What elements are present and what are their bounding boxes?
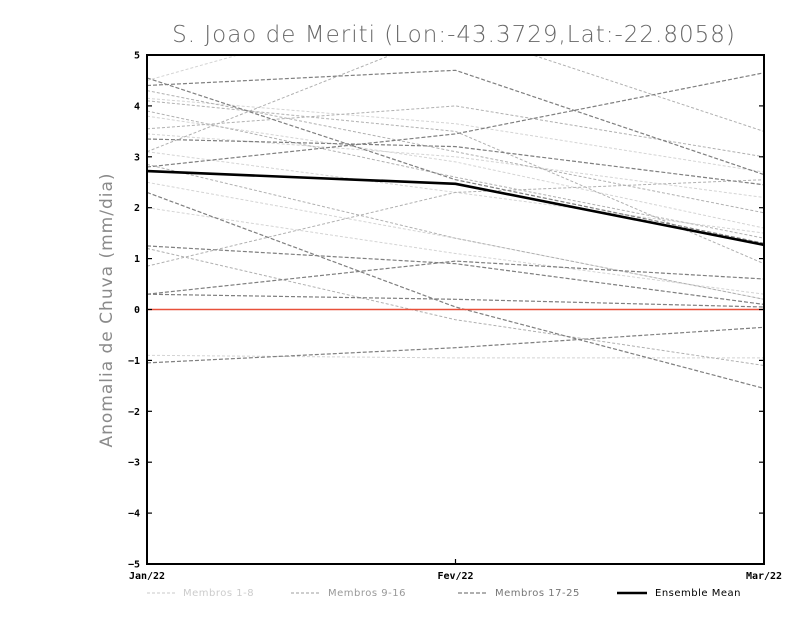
y-tick-label: 0 (134, 305, 140, 316)
x-tick-label: Mar/22 (746, 571, 782, 582)
member-line-23 (147, 326, 764, 364)
x-tick-label: Fev/22 (437, 571, 473, 582)
y-tick-label: −4 (128, 509, 140, 520)
y-tick-label: 5 (134, 51, 140, 62)
member-line-21 (147, 260, 764, 295)
y-tick-label: −3 (128, 458, 140, 469)
member-line-24 (147, 191, 764, 389)
member-line-5 (147, 115, 764, 229)
member-line-13 (147, 110, 764, 239)
member-line-18 (147, 72, 764, 168)
member-line-16 (147, 100, 764, 265)
chart-title: S. Joao de Meriti (Lon:-43.3729,Lat:-22.… (172, 22, 736, 48)
member-line-1 (147, 97, 764, 173)
y-tick-label: −2 (128, 407, 140, 418)
ensemble-mean-line (147, 169, 764, 247)
legend-label: Membros 9-16 (328, 588, 406, 599)
x-axis: Jan/22 Fev/22 Mar/22 (129, 559, 782, 582)
member-line-4 (147, 354, 764, 359)
member-line-11 (147, 179, 764, 267)
legend-label: Membros 17-25 (495, 588, 580, 599)
y-tick-label: −5 (128, 560, 140, 571)
member-line-22 (147, 293, 764, 308)
legend-label: Ensemble Mean (655, 588, 741, 599)
legend-label: Membros 1-8 (183, 588, 254, 599)
member-line-14 (147, 55, 764, 153)
series-layer (147, 55, 764, 389)
x-tick-label: Jan/22 (129, 571, 165, 582)
member-line-15 (147, 247, 764, 366)
member-line-8 (147, 133, 764, 198)
member-line-19 (147, 138, 764, 186)
mean-layer (147, 169, 764, 247)
member-line-25 (147, 77, 764, 244)
y-axis: −5 −4 −3 −2 −1 0 1 2 3 4 5 (128, 51, 764, 571)
y-tick-label: 4 (134, 101, 140, 112)
y-axis-label: Anomalia de Chuva (mm/dia) (97, 172, 117, 447)
y-tick-label: 3 (134, 152, 140, 163)
member-line-3 (147, 181, 764, 300)
member-line-17 (147, 69, 764, 176)
y-tick-label: 1 (134, 254, 140, 265)
y-tick-label: −1 (128, 356, 140, 367)
member-line-7 (147, 207, 764, 295)
y-tick-label: 2 (134, 203, 140, 214)
legend: Membros 1-8 Membros 9-16 Membros 17-25 Ense… (147, 588, 741, 599)
member-line-12 (147, 163, 764, 300)
member-line-20 (147, 245, 764, 305)
